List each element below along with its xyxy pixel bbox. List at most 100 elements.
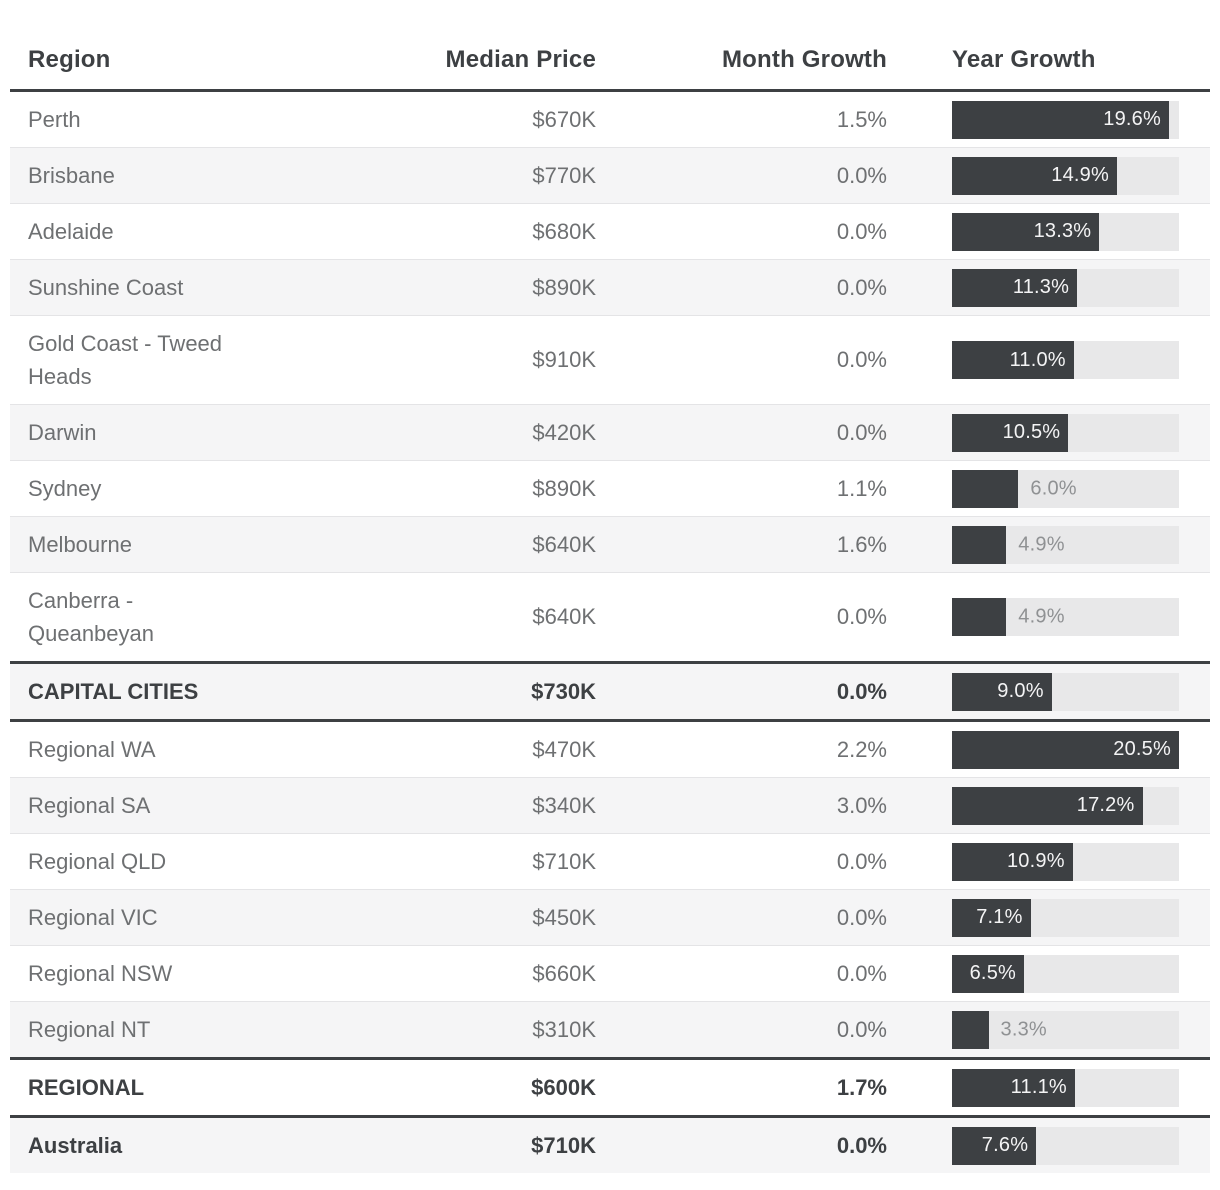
region-cell: Brisbane — [10, 148, 390, 203]
median-price-value: $600K — [531, 1074, 596, 1100]
median-price-value: $420K — [532, 419, 596, 445]
month-growth-value: 0.0% — [836, 904, 887, 930]
month-growth-value: 0.0% — [836, 162, 887, 188]
region-cell: Regional VIC — [10, 890, 390, 945]
region-name: REGIONAL — [28, 1075, 145, 1100]
year-growth-bar-track: 19.6% — [952, 100, 1179, 139]
year-growth-bar-track: 7.6% — [952, 1126, 1179, 1165]
month-growth-value: 0.0% — [836, 1132, 887, 1158]
region-name: Brisbane — [28, 163, 115, 188]
median-price-value: $640K — [532, 531, 596, 557]
year-growth-bar: 6.5% — [952, 954, 1024, 993]
year-growth-value: 11.1% — [1010, 1076, 1067, 1098]
median-price-value: $470K — [532, 736, 596, 762]
year-growth-cell: 4.9% — [897, 598, 1210, 636]
year-growth-cell: 9.0% — [897, 672, 1210, 711]
year-growth-cell: 11.1% — [897, 1068, 1210, 1107]
year-growth-bar-track: 17.2% — [952, 786, 1179, 825]
table-row: Canberra - Queanbeyan $640K 0.0% 4.9% — [10, 572, 1210, 661]
region-name: Perth — [28, 107, 81, 132]
year-growth-bar: 11.3% — [952, 268, 1078, 307]
region-cell: Regional WA — [10, 722, 390, 777]
year-growth-cell: 17.2% — [897, 786, 1210, 825]
year-growth-cell: 11.0% — [897, 341, 1210, 379]
table-row: Brisbane $770K 0.0% 14.9% — [10, 147, 1210, 203]
year-growth-bar-track: 6.0% — [952, 469, 1179, 508]
year-growth-cell: 19.6% — [897, 100, 1210, 139]
year-growth-bar — [952, 525, 1007, 564]
table-header-row: Region Median Price Month Growth Year Gr… — [10, 0, 1210, 92]
year-growth-bar: 10.9% — [952, 842, 1073, 881]
year-growth-bar: 11.0% — [952, 341, 1074, 379]
month-growth-value: 0.0% — [836, 419, 887, 445]
year-growth-cell: 10.5% — [897, 413, 1210, 452]
median-price-value: $890K — [532, 475, 596, 501]
table-row: Gold Coast - Tweed Heads $910K 0.0% 11.0… — [10, 315, 1210, 404]
median-price-value: $310K — [532, 1016, 596, 1042]
year-growth-bar — [952, 469, 1019, 508]
region-cell: Darwin — [10, 405, 390, 460]
region-name: Regional VIC — [28, 905, 158, 930]
table-row: Adelaide $680K 0.0% 13.3% — [10, 203, 1210, 259]
year-growth-bar-track: 20.5% — [952, 730, 1179, 769]
table-body: Perth $670K 1.5% 19.6% Brisbane $770K 0.… — [10, 92, 1210, 1173]
property-growth-table: Region Median Price Month Growth Year Gr… — [10, 0, 1210, 1173]
month-growth-value: 0.0% — [836, 347, 887, 372]
year-growth-bar-track: 6.5% — [952, 954, 1179, 993]
region-name: Regional WA — [28, 737, 156, 762]
year-growth-bar-track: 3.3% — [952, 1010, 1179, 1049]
year-growth-bar — [952, 598, 1007, 636]
year-growth-value: 10.9% — [1006, 850, 1065, 872]
median-price-value: $710K — [532, 848, 596, 874]
year-growth-value: 4.9% — [1018, 533, 1065, 555]
table-row: Regional NT $310K 0.0% 3.3% — [10, 1001, 1210, 1057]
year-growth-cell: 6.0% — [897, 469, 1210, 508]
year-growth-cell: 20.5% — [897, 730, 1210, 769]
year-growth-value: 13.3% — [1033, 220, 1092, 242]
year-growth-cell: 10.9% — [897, 842, 1210, 881]
table-row: Regional NSW $660K 0.0% 6.5% — [10, 945, 1210, 1001]
table-row: Melbourne $640K 1.6% 4.9% — [10, 516, 1210, 572]
region-cell: Melbourne — [10, 517, 390, 572]
year-growth-bar: 7.1% — [952, 898, 1031, 937]
year-growth-cell: 7.6% — [897, 1126, 1210, 1165]
year-growth-value: 6.0% — [1030, 477, 1077, 499]
column-header-month-growth: Month Growth — [721, 46, 887, 73]
year-growth-value: 11.3% — [1012, 276, 1070, 298]
region-cell: Regional NT — [10, 1002, 390, 1057]
region-name: Regional NSW — [28, 961, 173, 986]
region-cell: CAPITAL CITIES — [10, 664, 390, 719]
year-growth-bar: 19.6% — [952, 100, 1169, 139]
year-growth-cell: 13.3% — [897, 212, 1210, 251]
region-cell: Sunshine Coast — [10, 260, 390, 315]
median-price-value: $890K — [532, 274, 596, 300]
region-cell: Australia — [10, 1118, 390, 1173]
table-row: Sydney $890K 1.1% 6.0% — [10, 460, 1210, 516]
region-name: Darwin — [28, 420, 97, 445]
median-price-value: $910K — [532, 347, 596, 372]
median-price-value: $640K — [532, 604, 596, 629]
month-growth-value: 2.2% — [836, 736, 887, 762]
year-growth-value: 19.6% — [1103, 108, 1161, 130]
region-cell: Regional NSW — [10, 946, 390, 1001]
table-row: Regional WA $470K 2.2% 20.5% — [10, 722, 1210, 777]
year-growth-cell: 11.3% — [897, 268, 1210, 307]
year-growth-cell: 3.3% — [897, 1010, 1210, 1049]
month-growth-value: 0.0% — [836, 274, 887, 300]
month-growth-value: 1.5% — [836, 106, 887, 132]
year-growth-value: 9.0% — [997, 680, 1044, 702]
table-row: Sunshine Coast $890K 0.0% 11.3% — [10, 259, 1210, 315]
year-growth-value: 14.9% — [1051, 164, 1109, 186]
month-growth-value: 1.6% — [836, 531, 887, 557]
month-growth-value: 0.0% — [836, 218, 887, 244]
year-growth-bar: 7.6% — [952, 1126, 1037, 1165]
year-growth-bar-track: 11.3% — [952, 268, 1179, 307]
year-growth-bar-track: 13.3% — [952, 212, 1179, 251]
year-growth-value: 3.3% — [1000, 1018, 1047, 1040]
year-growth-value: 7.1% — [976, 906, 1023, 928]
year-growth-cell: 6.5% — [897, 954, 1210, 993]
table-row: Regional QLD $710K 0.0% 10.9% — [10, 833, 1210, 889]
year-growth-bar-track: 11.1% — [952, 1068, 1179, 1107]
region-name: Gold Coast - Tweed Heads — [28, 331, 223, 389]
median-price-value: $340K — [532, 792, 596, 818]
